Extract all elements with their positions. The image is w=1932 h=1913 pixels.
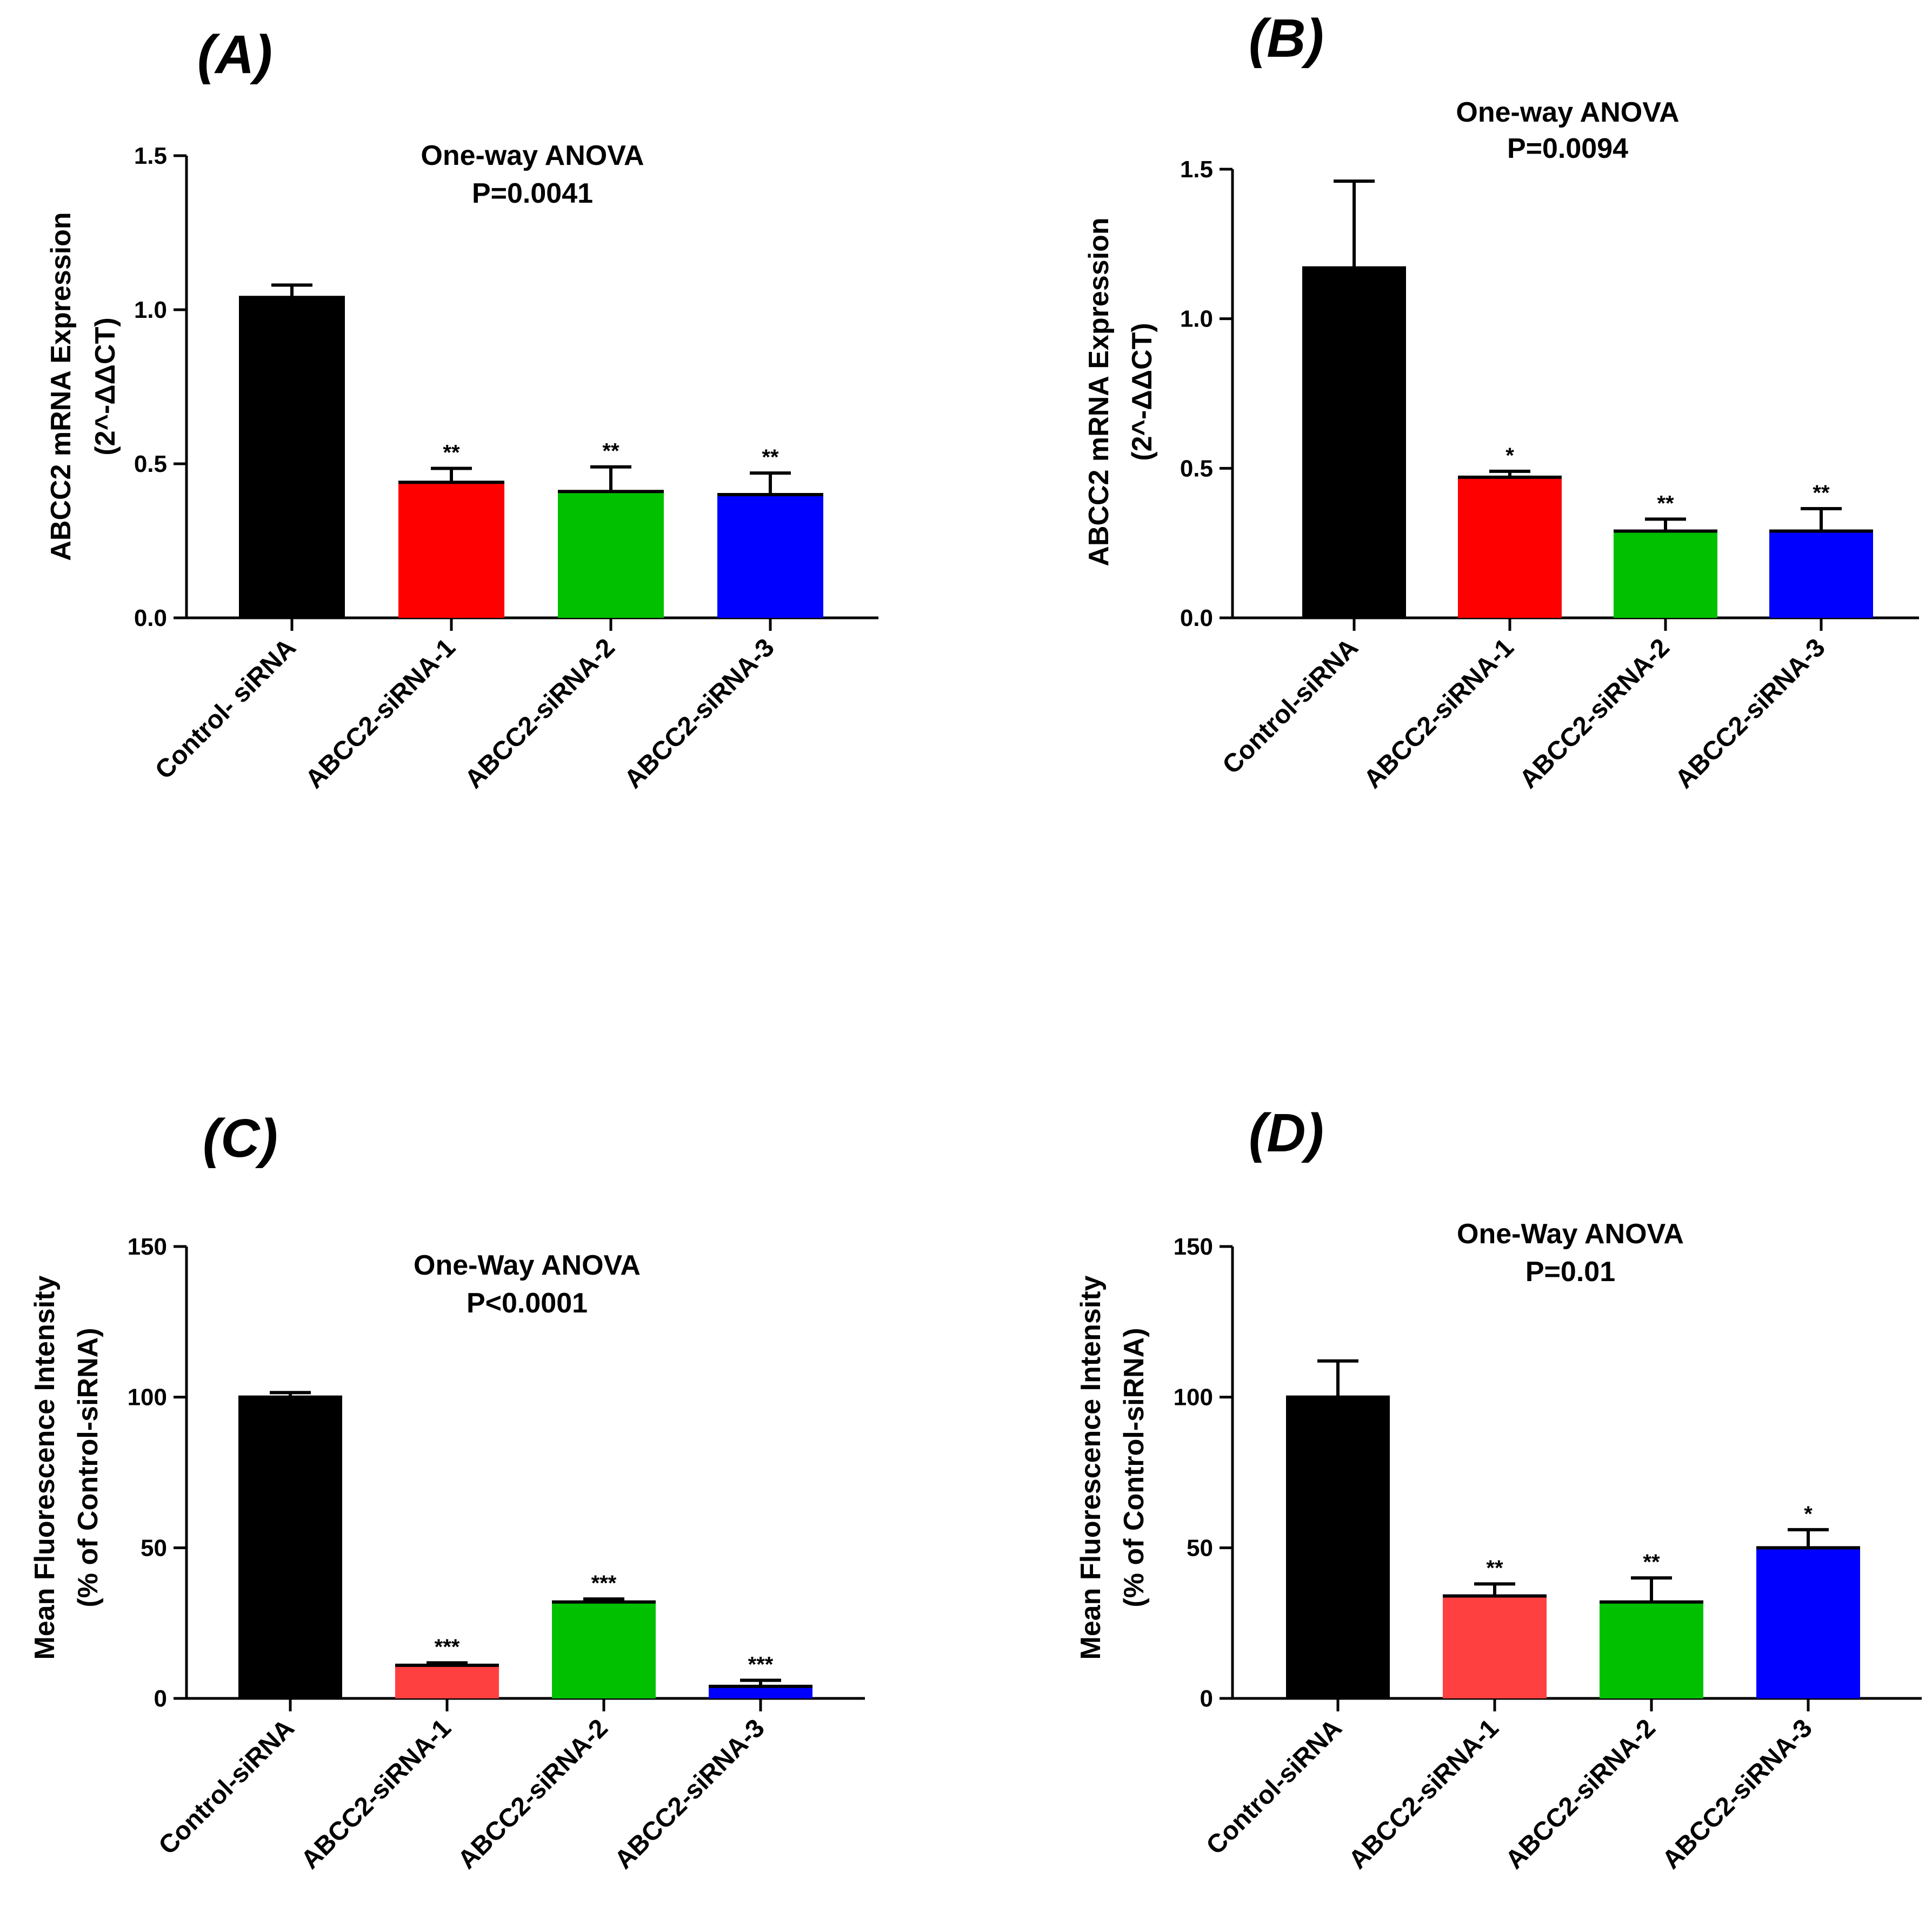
- significance-marker: *: [1804, 1502, 1813, 1526]
- y-tick-label: 50: [141, 1535, 167, 1561]
- significance-marker: **: [1486, 1556, 1503, 1580]
- panel-label: (B): [1249, 8, 1324, 69]
- y-axis-label-line2: (2^-ΔΔCT): [1127, 323, 1158, 461]
- chart-title-line1: One-way ANOVA: [421, 140, 644, 171]
- chart-title-line2: P=0.01: [1525, 1256, 1615, 1288]
- bar: [238, 1397, 342, 1698]
- panel-label: (A): [197, 24, 272, 85]
- y-tick-label: 0.0: [134, 605, 167, 631]
- bar: [1443, 1596, 1547, 1698]
- y-tick-label: 150: [128, 1234, 167, 1260]
- bar: [1600, 1602, 1703, 1698]
- significance-marker: **: [602, 439, 619, 463]
- bar: [558, 491, 664, 618]
- significance-marker: **: [1813, 481, 1830, 505]
- significance-marker: *: [1505, 444, 1514, 468]
- y-tick-label: 1.0: [134, 297, 167, 323]
- y-tick-label: 100: [128, 1384, 167, 1411]
- bar: [395, 1665, 499, 1698]
- y-axis-label-line2: (% of Control-siRNA): [72, 1328, 104, 1607]
- significance-marker: ***: [591, 1571, 617, 1595]
- chart-title-line2: P=0.0041: [472, 178, 593, 209]
- bar: [1614, 531, 1717, 618]
- y-tick-label: 0.0: [1180, 605, 1213, 631]
- significance-marker: **: [1643, 1550, 1660, 1574]
- y-axis-label-line1: ABCC2 mRNA Expression: [1083, 217, 1115, 566]
- bar: [1286, 1397, 1390, 1698]
- bar: [552, 1602, 656, 1698]
- bar: [239, 297, 345, 618]
- significance-marker: **: [1657, 491, 1674, 515]
- y-axis-label-line2: (2^-ΔΔCT): [90, 317, 121, 455]
- panel-label: (C): [203, 1108, 278, 1169]
- bar: [717, 495, 823, 618]
- y-tick-label: 100: [1174, 1384, 1213, 1411]
- y-tick-label: 0.5: [1180, 455, 1213, 482]
- bar: [1769, 531, 1873, 618]
- bar: [1458, 477, 1562, 618]
- y-axis-label-line1: ABCC2 mRNA Expression: [45, 212, 77, 561]
- bar: [1302, 268, 1406, 618]
- y-tick-label: 1.5: [134, 143, 167, 169]
- panel-label: (D): [1249, 1103, 1324, 1163]
- y-tick-label: 1.5: [1180, 156, 1213, 183]
- chart-title-line1: One-Way ANOVA: [414, 1250, 641, 1281]
- bar: [1756, 1548, 1860, 1698]
- y-axis-label-line1: Mean Fluorescence Intensity: [1075, 1275, 1107, 1659]
- y-tick-label: 0: [154, 1685, 167, 1712]
- significance-marker: **: [443, 441, 460, 465]
- y-tick-label: 150: [1174, 1234, 1213, 1260]
- y-tick-label: 50: [1187, 1535, 1213, 1561]
- chart-title-line1: One-Way ANOVA: [1457, 1218, 1684, 1250]
- chart-title-line1: One-way ANOVA: [1456, 97, 1679, 128]
- significance-marker: ***: [748, 1653, 774, 1677]
- chart-title-line2: P<0.0001: [467, 1288, 588, 1319]
- y-tick-label: 0.5: [134, 451, 167, 477]
- significance-marker: **: [762, 445, 779, 469]
- significance-marker: ***: [435, 1635, 460, 1659]
- bar: [398, 482, 504, 618]
- y-tick-label: 1.0: [1180, 306, 1213, 332]
- y-axis-label-line1: Mean Fluorescence Intensity: [29, 1275, 61, 1659]
- y-axis-label-line2: (% of Control-siRNA): [1118, 1328, 1150, 1607]
- bar: [709, 1686, 812, 1698]
- chart-title-line2: P=0.0094: [1507, 133, 1628, 164]
- y-tick-label: 0: [1200, 1685, 1213, 1712]
